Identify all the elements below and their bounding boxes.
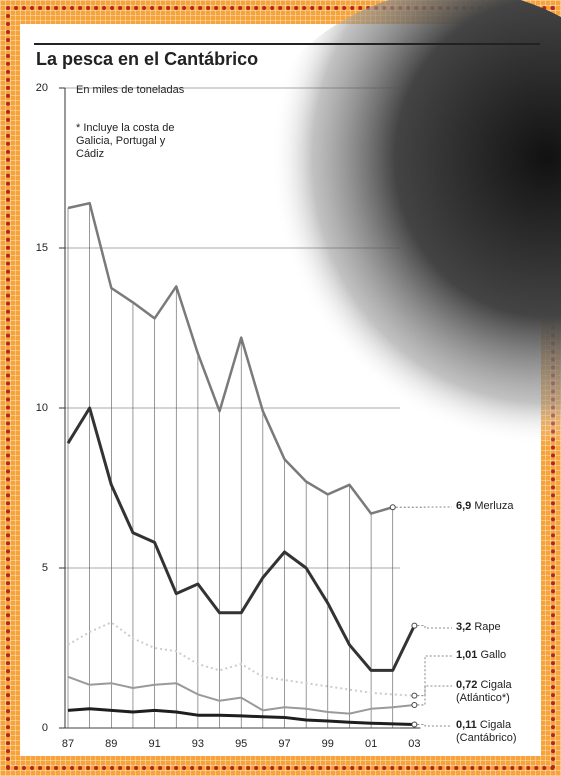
series-line (67, 707, 415, 726)
end-point (389, 504, 396, 511)
y-tick-label: 20 (36, 82, 48, 94)
series-line (67, 675, 415, 715)
y-tick-label: 15 (36, 242, 48, 254)
legend-entry: Rape (474, 621, 501, 633)
end-point (411, 692, 418, 699)
fish-school-photo (225, 0, 561, 470)
leader-line (417, 724, 452, 727)
x-tick-label: 03 (408, 738, 420, 750)
x-tick-label: 91 (148, 738, 160, 750)
value-label: 0,72 (456, 679, 478, 691)
legend-entry: Cigala (Cantábrico) (456, 719, 517, 744)
value-label: 0,11 (456, 719, 477, 731)
x-tick-label: 93 (192, 738, 204, 750)
y-tick-label: 5 (42, 562, 48, 574)
x-tick-label: 95 (235, 738, 247, 750)
leader-line (417, 625, 452, 629)
x-tick-label: 97 (278, 738, 290, 750)
y-tick-label: 10 (36, 402, 48, 414)
x-tick-label: 87 (62, 738, 74, 750)
series-line (67, 201, 394, 515)
series-line (67, 621, 415, 697)
end-point (411, 701, 418, 708)
leader-line (417, 655, 452, 697)
end-point (411, 622, 418, 629)
end-point (411, 721, 418, 728)
series-label: 3,2 Rape (456, 621, 556, 634)
value-label: 3,2 (456, 621, 472, 633)
y-tick-label: 0 (42, 722, 48, 734)
unit-note: En miles de toneladas (76, 84, 185, 96)
legend-entry: Merluza (474, 500, 514, 512)
series-label: 6,9 Merluza (456, 500, 556, 513)
series-label: 0,11 Cigala (Cantábrico) (456, 719, 556, 745)
legend-entry: Cigala (Atlántico*) (456, 679, 512, 704)
series-line (66, 406, 416, 672)
footnote: * Incluye la costa de Galicia, Portugal … (76, 122, 175, 160)
series-label: 1,01 Gallo (456, 649, 556, 662)
x-tick-label: 99 (322, 738, 334, 750)
x-tick-label: 89 (105, 738, 117, 750)
series-label: 0,72 Cigala (Atlántico*) (456, 679, 556, 705)
chart-title: La pesca en el Cantábrico (36, 49, 258, 69)
value-label: 6,9 (456, 500, 472, 512)
legend-entry: Gallo (480, 649, 507, 661)
x-tick-label: 01 (365, 738, 377, 750)
value-label: 1,01 (456, 649, 478, 661)
leader-line (417, 685, 452, 706)
